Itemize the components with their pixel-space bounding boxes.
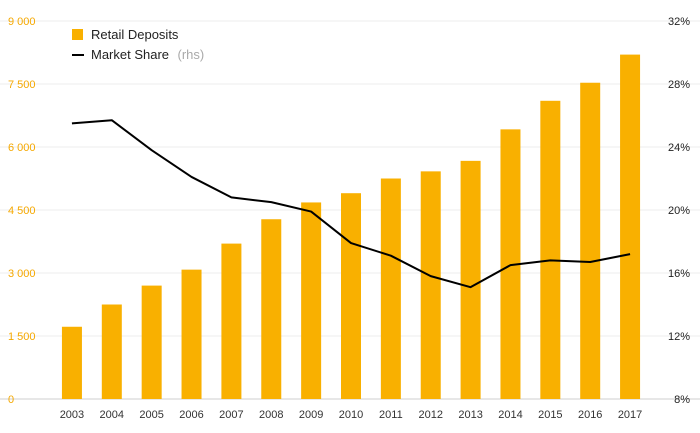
x-tick-label: 2010 <box>339 409 363 421</box>
x-tick-label: 2009 <box>299 409 323 421</box>
legend-swatch-retail-deposits <box>72 29 83 40</box>
x-tick-label: 2003 <box>60 409 84 421</box>
legend: Retail Deposits Market Share (rhs) <box>72 27 204 63</box>
legend-label-market-share: Market Share <box>91 47 169 62</box>
right-tick-label: 28% <box>668 79 690 91</box>
legend-label-market-share-row: Market Share (rhs) <box>91 46 204 63</box>
x-tick-label: 2007 <box>219 409 243 421</box>
right-tick-label: 16% <box>668 268 690 280</box>
right-tick-label: 8% <box>674 394 690 406</box>
line-series-market-share <box>71 119 631 289</box>
x-tick-label: 2016 <box>578 409 602 421</box>
bar <box>580 82 601 400</box>
bar <box>61 326 82 399</box>
right-axis: 8% 12% 16% 20% 24% 28% 32% <box>668 16 690 406</box>
left-tick-label: 6 000 <box>8 142 36 154</box>
x-tick-label: 2008 <box>259 409 283 421</box>
x-tick-label: 2015 <box>538 409 562 421</box>
bar <box>221 243 242 399</box>
bar <box>420 171 441 399</box>
bar <box>341 193 361 399</box>
bar <box>101 304 122 399</box>
x-tick-label: 2014 <box>498 409 522 421</box>
market-share-line <box>71 119 631 289</box>
bar <box>540 100 561 400</box>
right-tick-label: 32% <box>668 16 690 28</box>
left-axis: 0 1 500 3 000 4 500 6 000 7 500 9 000 <box>8 16 36 406</box>
legend-label-market-share-suffix: (rhs) <box>178 47 205 62</box>
bar <box>460 160 481 399</box>
x-tick-label: 2006 <box>179 409 203 421</box>
left-tick-label: 7 500 <box>8 79 36 91</box>
x-tick-label: 2011 <box>379 409 403 421</box>
right-tick-label: 12% <box>668 331 690 343</box>
bar <box>141 285 162 399</box>
bar <box>301 202 322 399</box>
x-tick-label: 2012 <box>418 409 442 421</box>
left-tick-label: 9 000 <box>8 16 36 28</box>
bar <box>620 54 641 399</box>
x-tick-label: 2004 <box>100 409 124 421</box>
bar <box>181 269 202 399</box>
x-tick-label: 2005 <box>139 409 163 421</box>
x-tick-label: 2017 <box>618 409 642 421</box>
left-tick-label: 3 000 <box>8 268 36 280</box>
legend-label-retail-deposits: Retail Deposits <box>91 27 179 42</box>
right-tick-label: 20% <box>668 205 690 217</box>
x-axis: 2003 2004 2005 2006 2007 2008 2009 2010 2011 2012… <box>60 409 643 421</box>
right-tick-label: 24% <box>668 142 690 154</box>
bar-series-retail-deposits <box>61 54 641 400</box>
bar <box>380 178 401 399</box>
bar <box>261 219 282 399</box>
left-tick-label: 1 500 <box>8 331 36 343</box>
x-tick-label: 2013 <box>458 409 482 421</box>
left-tick-label: 0 <box>8 394 14 406</box>
left-tick-label: 4 500 <box>8 205 36 217</box>
